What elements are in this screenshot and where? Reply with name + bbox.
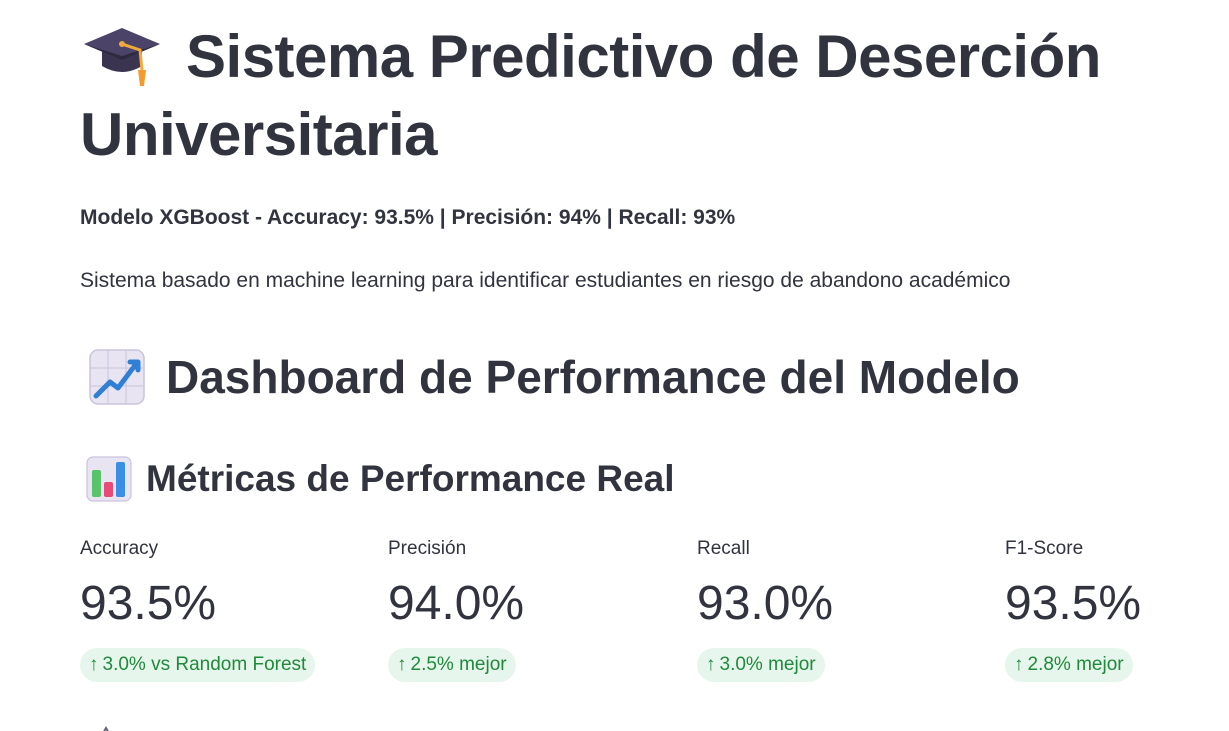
page-title: Sistema Predictivo de Deserción Universi… xyxy=(80,18,1180,174)
metric-delta: ↑ 3.0% mejor xyxy=(697,648,825,682)
dashboard-heading-text: Dashboard de Performance del Modelo xyxy=(166,351,1020,403)
metric-label: Accuracy xyxy=(80,538,159,559)
arrow-up-icon: ↑ xyxy=(89,654,99,675)
metric-label: Recall xyxy=(697,538,750,559)
metric-delta-text: 2.8% mejor xyxy=(1027,654,1124,675)
next-section-icon xyxy=(96,722,116,731)
metric-precision: Precisión 94.0% ↑ 2.5% mejor xyxy=(388,536,678,682)
metric-label: Precisión xyxy=(388,538,467,559)
metric-f1-score: F1-Score 93.5% ↑ 2.8% mejor xyxy=(1005,536,1205,682)
metric-delta-text: 2.5% mejor xyxy=(410,654,507,675)
metric-recall: Recall 93.0% ↑ 3.0% mejor xyxy=(697,536,987,682)
page-title-text: Sistema Predictivo de Deserción Universi… xyxy=(80,23,1101,169)
model-summary: Modelo XGBoost - Accuracy: 93.5% | Preci… xyxy=(80,206,736,229)
metric-value: 94.0% xyxy=(388,577,525,630)
metrics-heading: Métricas de Performance Real xyxy=(86,456,675,502)
arrow-up-icon: ↑ xyxy=(397,654,407,675)
chart-increasing-icon xyxy=(88,348,146,406)
metric-delta-text: 3.0% mejor xyxy=(719,654,816,675)
page-description: Sistema basado en machine learning para … xyxy=(80,269,1011,292)
arrow-up-icon: ↑ xyxy=(706,654,716,675)
metric-delta: ↑ 2.5% mejor xyxy=(388,648,516,682)
bar-chart-icon xyxy=(86,456,132,502)
metric-value: 93.5% xyxy=(1005,577,1142,630)
metric-delta: ↑ 2.8% mejor xyxy=(1005,648,1133,682)
metrics-heading-text: Métricas de Performance Real xyxy=(146,458,675,499)
metric-delta-text: 3.0% vs Random Forest xyxy=(102,654,307,675)
metric-accuracy: Accuracy 93.5% ↑ 3.0% vs Random Forest xyxy=(80,536,370,682)
metric-value: 93.0% xyxy=(697,577,834,630)
metric-value: 93.5% xyxy=(80,577,217,630)
arrow-up-icon: ↑ xyxy=(1014,654,1024,675)
dashboard-heading: Dashboard de Performance del Modelo xyxy=(88,348,1020,406)
graduation-cap-icon xyxy=(80,20,164,90)
metric-label: F1-Score xyxy=(1005,538,1084,559)
metric-delta: ↑ 3.0% vs Random Forest xyxy=(80,648,316,682)
